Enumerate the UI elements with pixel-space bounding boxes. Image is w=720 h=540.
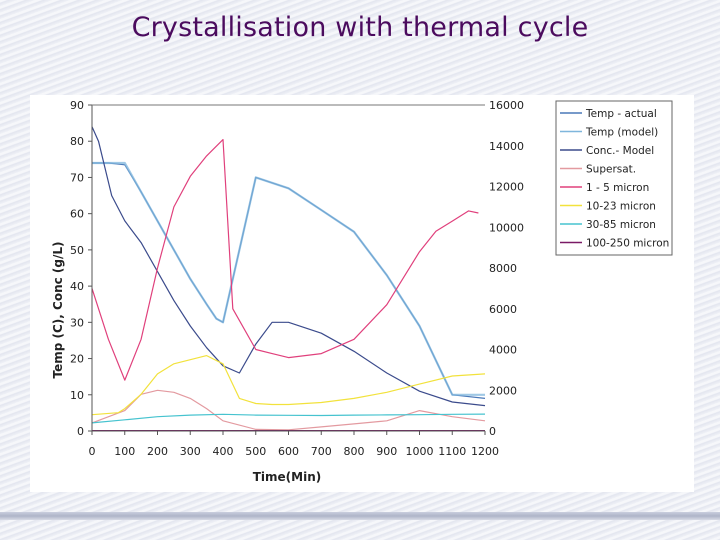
right-tick-label: 0 <box>489 425 496 438</box>
legend-label: 10-23 micron <box>586 201 656 213</box>
left-tick-label: 70 <box>70 171 84 184</box>
left-tick-label: 50 <box>70 244 84 257</box>
left-tick-label: 60 <box>70 208 84 221</box>
x-tick-label: 0 <box>89 445 96 458</box>
right-tick-label: 2000 <box>489 384 517 397</box>
series-line-5 <box>91 138 479 381</box>
left-tick-label: 30 <box>70 316 84 329</box>
x-tick-label: 900 <box>376 445 397 458</box>
legend-label: Conc.- Model <box>586 145 654 157</box>
right-tick-label: 16000 <box>489 99 524 112</box>
legend-label: 100-250 micron <box>586 238 669 250</box>
x-tick-label: 500 <box>245 445 266 458</box>
series-line-3 <box>91 126 486 407</box>
left-tick-label: 40 <box>70 280 84 293</box>
right-tick-label: 12000 <box>489 181 524 194</box>
left-tick-label: 20 <box>70 353 84 366</box>
series-line-4 <box>91 389 486 431</box>
right-tick-label: 4000 <box>489 344 517 357</box>
legend-label: 30-85 micron <box>586 219 656 231</box>
legend-box <box>555 100 673 256</box>
footer-divider <box>0 512 720 520</box>
x-tick-label: 600 <box>278 445 299 458</box>
x-tick-label: 400 <box>213 445 234 458</box>
right-tick-label: 6000 <box>489 303 517 316</box>
left-tick-label: 80 <box>70 135 84 148</box>
series-line-2 <box>92 161 485 396</box>
x-tick-label: 300 <box>180 445 201 458</box>
legend-label: 1 - 5 micron <box>586 182 649 194</box>
x-axis-label: Time(Min) <box>253 470 322 484</box>
left-tick-label: 0 <box>77 425 84 438</box>
x-tick-label: 700 <box>311 445 332 458</box>
legend: Temp - actual Temp (model) Conc.- Model Sup… <box>555 100 673 256</box>
x-tick-label: 800 <box>344 445 365 458</box>
x-tick-label: 1100 <box>438 445 466 458</box>
right-tick-label: 10000 <box>489 221 524 234</box>
series-line-6 <box>91 355 486 416</box>
slide-title: Crystallisation with thermal cycle <box>131 12 589 43</box>
legend-label: Supersat. <box>586 164 636 176</box>
x-tick-label: 1200 <box>471 445 499 458</box>
plot-layer <box>91 126 486 432</box>
legend-label: Temp (model) <box>585 127 658 139</box>
series-line-1 <box>92 162 486 399</box>
crystallisation-chart: 0102030405060708090020004000600080001000… <box>51 99 673 484</box>
y-axis-label: Temp (C), Conc (g/L) <box>51 242 65 379</box>
left-tick-label: 90 <box>70 99 84 112</box>
chart-area: 0 10 20 30 40 50 60 70 80 90 0 2000 4000 6000 8000 1000… <box>30 95 694 492</box>
left-tick-label: 10 <box>70 389 84 402</box>
x-tick-label: 1000 <box>406 445 434 458</box>
x-tick-label: 200 <box>147 445 168 458</box>
right-tick-label: 14000 <box>489 140 524 153</box>
x-tick-label: 100 <box>114 445 135 458</box>
right-tick-label: 8000 <box>489 262 517 275</box>
legend-label: Temp - actual <box>585 108 657 120</box>
series-line-7 <box>91 413 486 424</box>
axes-layer: 0102030405060708090020004000600080001000… <box>70 99 524 458</box>
